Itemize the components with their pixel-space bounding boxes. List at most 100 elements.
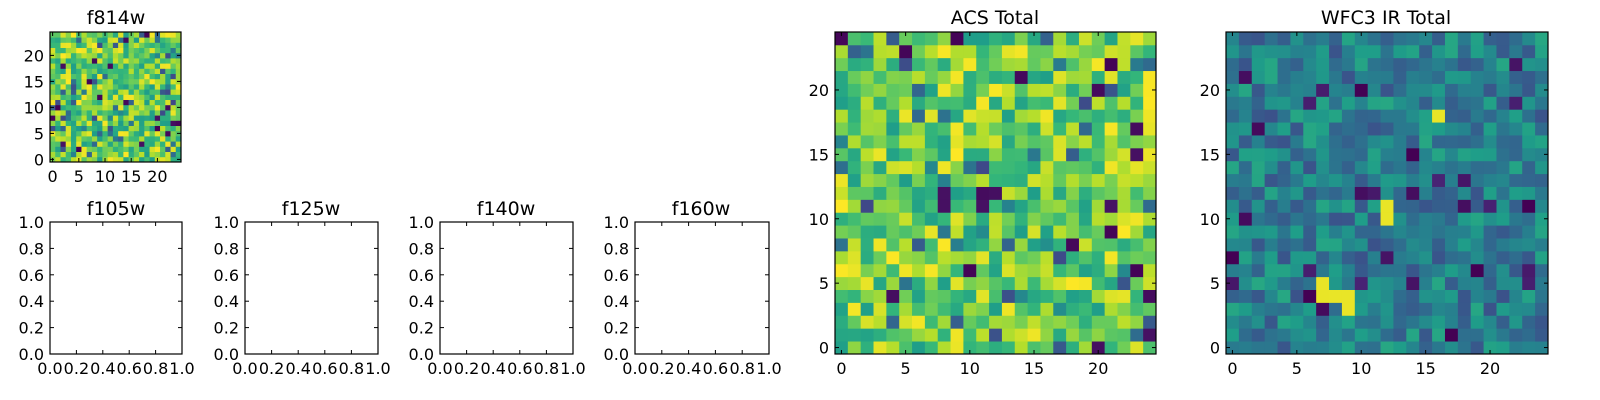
acs-total-pixel <box>1053 238 1067 252</box>
acs-total-pixel <box>1104 122 1118 136</box>
acs-total-pixel <box>1027 147 1041 162</box>
f814w-pixel <box>86 125 93 132</box>
acs-total-pixel <box>1066 199 1080 213</box>
acs-total-pixel <box>1104 328 1118 342</box>
wfc3-ir-total-pixel <box>1264 315 1278 329</box>
f814w-pixel <box>128 104 135 111</box>
wfc3-ir-total-pixel <box>1496 57 1510 72</box>
wfc3-ir-total-pixel <box>1470 341 1484 355</box>
wfc3-ir-total-pixel <box>1457 70 1472 84</box>
f160w-x-tick-label: 0.4 <box>676 359 701 378</box>
wfc3-ir-total-pixel <box>1483 147 1497 162</box>
f814w-pixel <box>102 84 109 90</box>
f814w-pixel <box>65 110 72 116</box>
f125w-y-tick-label: 0.0 <box>214 345 239 364</box>
f814w-pixel <box>123 125 129 132</box>
wfc3-ir-total-pixel <box>1457 83 1472 97</box>
f814w-pixel <box>112 110 119 116</box>
wfc3-ir-total-pixel <box>1303 238 1317 252</box>
acs-total-pixel <box>1014 199 1028 213</box>
wfc3-ir-total-pixel <box>1367 57 1381 72</box>
f814w-pixel <box>175 120 182 126</box>
f814w-pixel <box>133 68 140 74</box>
acs-total-pixel <box>1130 32 1144 46</box>
f814w-pixel <box>144 110 150 116</box>
acs-total-pixel <box>1014 32 1028 46</box>
acs-total-pixel <box>1130 341 1144 355</box>
f814w-pixel <box>86 89 93 95</box>
acs-total-pixel <box>1091 302 1106 316</box>
wfc3-ir-total-pixel <box>1226 44 1240 59</box>
f814w-pixel <box>160 130 166 137</box>
acs-total-pixel <box>1143 160 1157 175</box>
f814w-pixel <box>97 37 103 43</box>
wfc3-ir-total-pixel <box>1303 302 1317 316</box>
wfc3-ir-total-pixel <box>1457 57 1472 72</box>
wfc3-ir-total-pixel <box>1380 96 1394 110</box>
f160w-x-tick-label: 1.0 <box>756 359 781 378</box>
f814w-pixel <box>123 73 129 80</box>
wfc3-ir-total-pixel <box>1380 212 1394 226</box>
wfc3-ir-total-pixel <box>1509 302 1523 316</box>
f814w-pixel <box>170 136 177 142</box>
f814w-pixel <box>81 136 88 142</box>
acs-total-pixel <box>1066 109 1080 123</box>
acs-total-pixel <box>899 44 913 59</box>
acs-total-pixel <box>1078 276 1093 290</box>
f814w-pixel <box>128 99 135 106</box>
f814w-pixel <box>154 130 161 137</box>
f814w-pixel <box>170 52 177 59</box>
acs-total-pixel <box>950 276 964 290</box>
acs-total-pixel <box>899 32 913 46</box>
wfc3-ir-total-pixel <box>1238 57 1253 72</box>
f160w-x-tick-label: 0.2 <box>649 359 674 378</box>
f814w-pixel <box>76 37 82 43</box>
acs-total-pixel <box>989 212 1003 226</box>
f814w-pixel <box>55 130 61 137</box>
acs-total-pixel <box>1014 83 1028 97</box>
f814w-pixel <box>50 73 56 80</box>
f814w-pixel <box>76 151 82 158</box>
f814w-pixel <box>128 37 135 43</box>
f160w-y-tick-label: 0.0 <box>604 345 629 364</box>
wfc3-ir-total-pixel <box>1444 122 1459 136</box>
acs-total-pixel <box>1104 341 1118 355</box>
acs-total-pixel <box>912 225 926 239</box>
f814w-pixel <box>86 63 93 69</box>
f105w-x-tick-label: 0.0 <box>37 359 62 378</box>
wfc3-ir-total-pixel <box>1329 44 1343 59</box>
wfc3-ir-total-pixel <box>1483 135 1497 149</box>
f814w-pixel <box>60 42 67 48</box>
acs-total-pixel <box>835 315 849 329</box>
wfc3-ir-total-pixel <box>1380 173 1394 187</box>
acs-total-pixel <box>1143 289 1157 303</box>
f814w-pixel <box>81 94 88 100</box>
f814w-pixel <box>170 32 177 38</box>
wfc3-ir-total-pixel <box>1367 44 1381 59</box>
f814w-pixel <box>55 32 61 38</box>
f814w-pixel <box>123 32 129 38</box>
f814w-pixel <box>149 37 156 43</box>
acs-total-pixel <box>1104 238 1118 252</box>
wfc3-ir-total-y-tick-label: 20 <box>1200 81 1220 100</box>
acs-total-pixel <box>847 302 862 316</box>
acs-total-pixel <box>899 341 913 355</box>
f814w-pixel <box>55 136 61 142</box>
f814w-pixel <box>65 37 72 43</box>
f814w-pixel <box>55 63 61 69</box>
wfc3-ir-total-pixel <box>1419 289 1433 303</box>
f814w-pixel <box>154 42 161 48</box>
f814w-pixel <box>123 52 129 59</box>
acs-total-pixel <box>1001 341 1016 355</box>
acs-total-pixel <box>976 122 990 136</box>
f814w-pixel <box>107 99 114 106</box>
wfc3-ir-total-pixel <box>1277 276 1291 290</box>
wfc3-ir-total-pixel <box>1535 44 1549 59</box>
wfc3-ir-total-pixel <box>1535 212 1549 226</box>
wfc3-ir-total-pixel <box>1406 122 1420 136</box>
f814w-pixel <box>144 37 150 43</box>
f814w-pixel <box>50 37 56 43</box>
f814w-pixel <box>102 130 109 137</box>
wfc3-ir-total-pixel <box>1509 315 1523 329</box>
f814w-pixel <box>70 151 77 158</box>
